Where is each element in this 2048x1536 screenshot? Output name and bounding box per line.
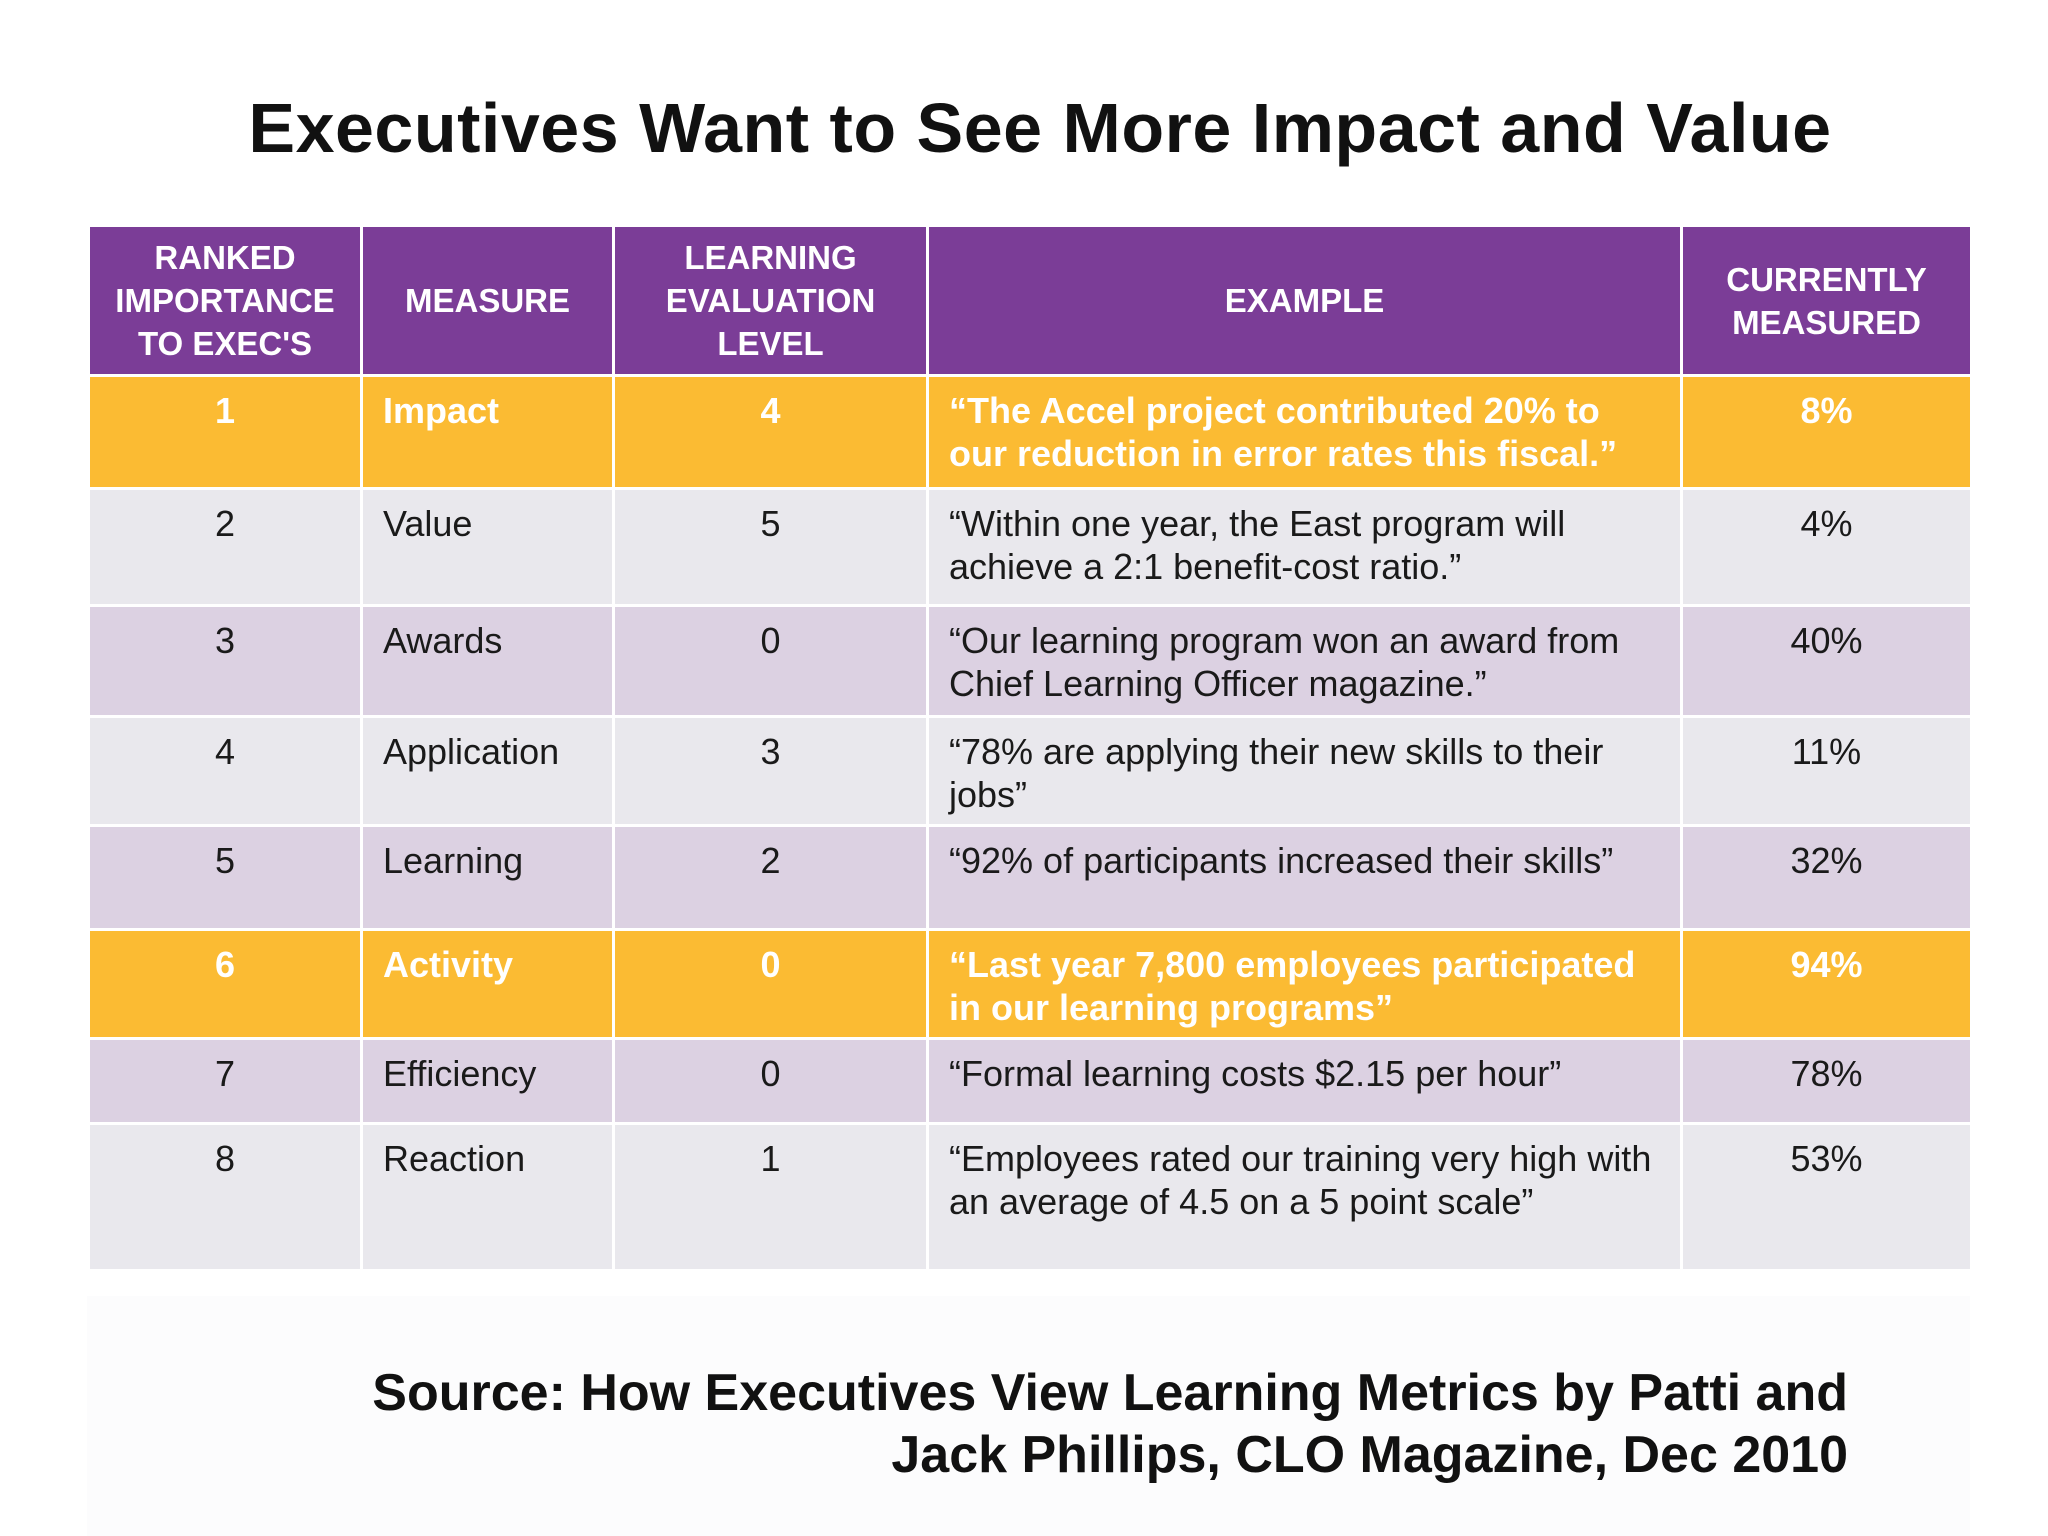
cell-example: “Formal learning costs $2.15 per hour”: [926, 1037, 1683, 1125]
table-row: 7 Efficiency 0 “Formal learning costs $2.15…: [87, 1037, 1973, 1125]
header-measure: MEASURE: [360, 224, 615, 377]
cell-measure: Learning: [360, 824, 615, 931]
source-citation: Source: How Executives View Learning Met…: [372, 1362, 1848, 1486]
cell-rank: 6: [87, 928, 363, 1040]
cell-currently-measured: 8%: [1680, 374, 1973, 490]
table-row: 5 Learning 2 “92% of participants increased…: [87, 824, 1973, 931]
cell-level: 0: [612, 604, 929, 718]
source-line-1: Source: How Executives View Learning Met…: [372, 1364, 1848, 1422]
header-example: EXAMPLE: [926, 224, 1683, 377]
cell-rank: 4: [87, 715, 363, 827]
cell-currently-measured: 11%: [1680, 715, 1973, 827]
cell-measure: Application: [360, 715, 615, 827]
table-row: 4 Application 3 “78% are applying their new…: [87, 715, 1973, 827]
cell-example: “78% are applying their new skills to th…: [926, 715, 1683, 827]
header-row: RANKED IMPORTANCE TO EXEC'S MEASURE LEAR…: [87, 224, 1973, 377]
cell-example: “Within one year, the East program will …: [926, 487, 1683, 607]
metrics-table: RANKED IMPORTANCE TO EXEC'S MEASURE LEAR…: [87, 224, 1973, 1272]
source-line-2: Jack Phillips, CLO Magazine, Dec 2010: [891, 1426, 1848, 1484]
cell-measure: Reaction: [360, 1122, 615, 1272]
cell-rank: 3: [87, 604, 363, 718]
cell-example: “Employees rated our training very high …: [926, 1122, 1683, 1272]
header-currently-measured: CURRENTLY MEASURED: [1680, 224, 1973, 377]
header-rank: RANKED IMPORTANCE TO EXEC'S: [87, 224, 363, 377]
cell-level: 0: [612, 1037, 929, 1125]
cell-rank: 7: [87, 1037, 363, 1125]
table-row: 1 Impact 4 “The Accel project contributed 2…: [87, 374, 1973, 490]
cell-rank: 8: [87, 1122, 363, 1272]
cell-example: “The Accel project contributed 20% to ou…: [926, 374, 1683, 490]
footer-background: [87, 1296, 1970, 1536]
table-row: 6 Activity 0 “Last year 7,800 employees par…: [87, 928, 1973, 1040]
cell-rank: 2: [87, 487, 363, 607]
cell-example: “Last year 7,800 employees participated …: [926, 928, 1683, 1040]
cell-rank: 1: [87, 374, 363, 490]
cell-level: 0: [612, 928, 929, 1040]
cell-currently-measured: 53%: [1680, 1122, 1973, 1272]
cell-example: “92% of participants increased their ski…: [926, 824, 1683, 931]
header-level: LEARNING EVALUATION LEVEL: [612, 224, 929, 377]
cell-measure: Activity: [360, 928, 615, 1040]
cell-level: 2: [612, 824, 929, 931]
table-row: 8 Reaction 1 “Employees rated our training …: [87, 1122, 1973, 1272]
cell-rank: 5: [87, 824, 363, 931]
cell-level: 1: [612, 1122, 929, 1272]
cell-measure: Efficiency: [360, 1037, 615, 1125]
cell-level: 5: [612, 487, 929, 607]
cell-currently-measured: 94%: [1680, 928, 1973, 1040]
cell-level: 4: [612, 374, 929, 490]
table-row: 2 Value 5 “Within one year, the East progra…: [87, 487, 1973, 607]
table-row: 3 Awards 0 “Our learning program won an awa…: [87, 604, 1973, 718]
cell-currently-measured: 40%: [1680, 604, 1973, 718]
cell-currently-measured: 4%: [1680, 487, 1973, 607]
cell-currently-measured: 78%: [1680, 1037, 1973, 1125]
cell-level: 3: [612, 715, 929, 827]
cell-example: “Our learning program won an award from …: [926, 604, 1683, 718]
cell-measure: Impact: [360, 374, 615, 490]
cell-currently-measured: 32%: [1680, 824, 1973, 931]
slide-title: Executives Want to See More Impact and V…: [248, 89, 1832, 167]
cell-measure: Awards: [360, 604, 615, 718]
cell-measure: Value: [360, 487, 615, 607]
